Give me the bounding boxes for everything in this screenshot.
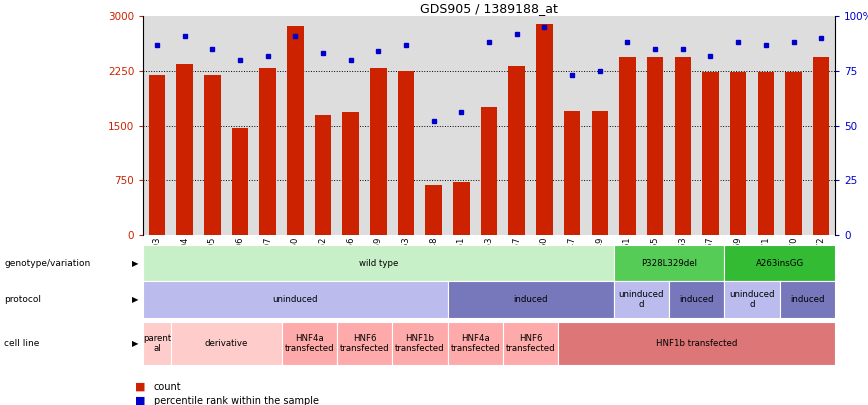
- Bar: [370, 68, 387, 235]
- Bar: [591, 111, 608, 235]
- Bar: [315, 115, 332, 235]
- Text: ▶: ▶: [133, 259, 139, 268]
- Bar: [260, 68, 276, 235]
- Text: uninduced
d: uninduced d: [619, 290, 664, 309]
- Text: HNF6
transfected: HNF6 transfected: [339, 334, 390, 353]
- Text: HNF4a
transfected: HNF4a transfected: [285, 334, 334, 353]
- Text: induced: induced: [790, 295, 825, 304]
- Text: percentile rank within the sample: percentile rank within the sample: [154, 396, 319, 405]
- Text: cell line: cell line: [4, 339, 40, 348]
- Bar: [758, 72, 774, 235]
- Bar: [425, 185, 442, 235]
- Text: HNF4a
transfected: HNF4a transfected: [450, 334, 500, 353]
- Text: induced: induced: [680, 295, 713, 304]
- Bar: [674, 57, 691, 235]
- Bar: [232, 128, 248, 235]
- Bar: [536, 24, 553, 235]
- Bar: [619, 57, 635, 235]
- Text: P328L329del: P328L329del: [641, 259, 697, 268]
- Text: ■: ■: [135, 396, 145, 405]
- Bar: [481, 107, 497, 235]
- Bar: [204, 75, 220, 235]
- Text: HNF1b transfected: HNF1b transfected: [656, 339, 737, 348]
- Text: wild type: wild type: [358, 259, 398, 268]
- Bar: [812, 57, 830, 235]
- Text: ▶: ▶: [133, 339, 139, 348]
- Bar: [564, 111, 581, 235]
- Bar: [148, 75, 166, 235]
- Bar: [343, 113, 359, 235]
- Text: HNF1b
transfected: HNF1b transfected: [395, 334, 444, 353]
- Text: protocol: protocol: [4, 295, 42, 304]
- Text: derivative: derivative: [205, 339, 248, 348]
- Text: count: count: [154, 382, 181, 392]
- Text: uninduced: uninduced: [273, 295, 319, 304]
- Bar: [176, 64, 193, 235]
- Bar: [509, 66, 525, 235]
- Text: ▶: ▶: [133, 295, 139, 304]
- Bar: [398, 71, 414, 235]
- Text: parent
al: parent al: [143, 334, 171, 353]
- Text: ■: ■: [135, 382, 145, 392]
- Text: HNF6
transfected: HNF6 transfected: [506, 334, 556, 353]
- Text: uninduced
d: uninduced d: [729, 290, 775, 309]
- Text: induced: induced: [513, 295, 548, 304]
- Bar: [647, 57, 663, 235]
- Bar: [730, 72, 746, 235]
- Bar: [287, 26, 304, 235]
- Text: genotype/variation: genotype/variation: [4, 259, 90, 268]
- Bar: [453, 182, 470, 235]
- Bar: [702, 72, 719, 235]
- Bar: [786, 72, 802, 235]
- Title: GDS905 / 1389188_at: GDS905 / 1389188_at: [420, 2, 558, 15]
- Text: A263insGG: A263insGG: [755, 259, 804, 268]
